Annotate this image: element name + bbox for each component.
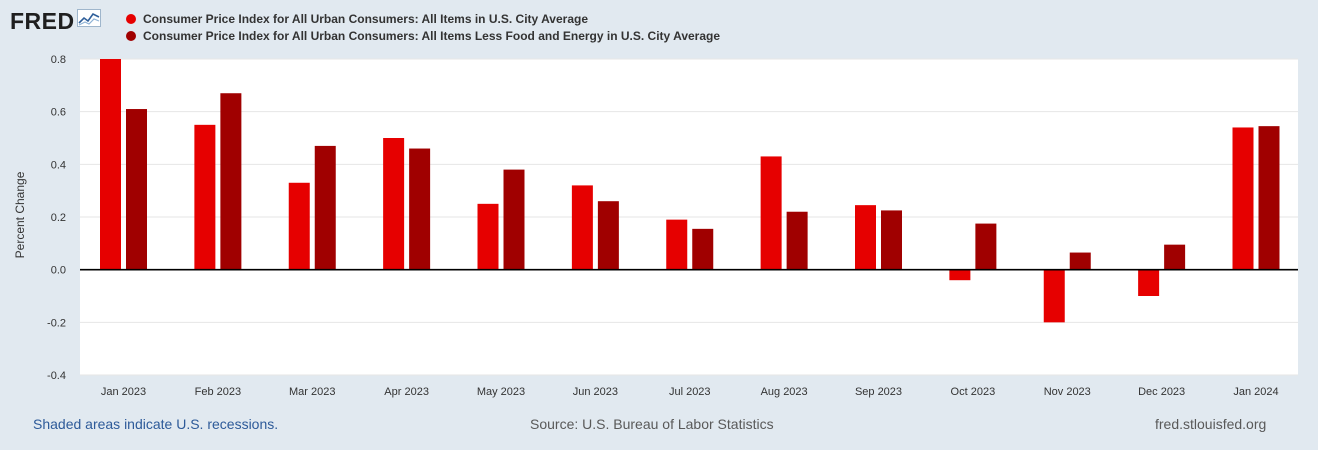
x-tick-label: Mar 2023 — [289, 386, 335, 398]
bar-cpi — [949, 269, 971, 281]
logo-text: FRED — [10, 7, 75, 34]
x-tick-label: Jan 2024 — [1233, 386, 1278, 398]
legend-label: Consumer Price Index for All Urban Consu… — [143, 29, 721, 43]
bar-core-cpi — [1164, 244, 1186, 270]
site-link[interactable]: fred.stlouisfed.org — [1155, 416, 1267, 432]
bar-cpi — [100, 59, 121, 270]
bar-cpi — [1138, 269, 1160, 296]
bar-cpi — [288, 182, 310, 270]
bar-cpi — [666, 219, 688, 270]
x-tick-label: Jul 2023 — [669, 386, 711, 398]
fred-logo[interactable]: FRED — [10, 6, 101, 36]
bar-cpi — [194, 124, 216, 270]
legend-dot-icon — [126, 31, 136, 41]
bar-core-cpi — [1258, 126, 1280, 270]
y-tick-label: 0.6 — [51, 107, 66, 119]
bar-cpi — [571, 185, 593, 270]
x-tick-label: Aug 2023 — [761, 386, 808, 398]
bar-core-cpi — [692, 228, 714, 270]
x-tick-label: Nov 2023 — [1044, 386, 1091, 398]
legend-dot-icon — [126, 14, 136, 24]
y-tick-label: 0.4 — [51, 159, 66, 171]
bars — [100, 59, 1280, 323]
gridlines — [80, 58, 1298, 376]
y-ticks: 0.8 0.6 0.4 0.2 0.0 -0.2 -0.4 — [47, 54, 66, 382]
legend-item-core-cpi[interactable]: Consumer Price Index for All Urban Consu… — [126, 28, 720, 44]
legend-label: Consumer Price Index for All Urban Consu… — [143, 12, 588, 26]
y-tick-label: -0.4 — [47, 370, 66, 382]
source-note: Source: U.S. Bureau of Labor Statistics — [530, 416, 774, 432]
x-tick-label: Dec 2023 — [1138, 386, 1185, 398]
x-tick-label: Jun 2023 — [573, 386, 618, 398]
bar-core-cpi — [126, 109, 147, 270]
recessions-note[interactable]: Shaded areas indicate U.S. recessions. — [33, 416, 279, 432]
bar-core-cpi — [409, 148, 431, 270]
x-tick-label: Sep 2023 — [855, 386, 902, 398]
legend-item-cpi[interactable]: Consumer Price Index for All Urban Consu… — [126, 11, 720, 27]
x-ticks: Jan 2023 Feb 2023 Mar 2023 Apr 2023 May 2023… — [101, 386, 1279, 398]
line-chart-icon — [76, 8, 101, 32]
bar-core-cpi — [786, 211, 808, 270]
bar-core-cpi — [503, 169, 525, 270]
x-tick-label: Jan 2023 — [101, 386, 146, 398]
y-tick-label: 0.0 — [51, 265, 66, 277]
bar-cpi — [1232, 127, 1254, 270]
x-tick-label: Feb 2023 — [195, 386, 241, 398]
x-tick-label: May 2023 — [477, 386, 525, 398]
bar-core-cpi — [314, 145, 336, 270]
bar-core-cpi — [597, 201, 619, 270]
bar-core-cpi — [220, 93, 242, 270]
y-tick-label: 0.8 — [51, 54, 66, 66]
bar-cpi — [383, 138, 405, 270]
bar-cpi — [855, 205, 876, 270]
bar-cpi — [760, 156, 782, 270]
bar-core-cpi — [975, 223, 997, 270]
bar-cpi — [477, 203, 499, 270]
y-tick-label: 0.2 — [51, 212, 66, 224]
x-tick-label: Apr 2023 — [384, 386, 429, 398]
legend: Consumer Price Index for All Urban Consu… — [126, 11, 720, 45]
y-tick-label: -0.2 — [47, 317, 66, 329]
y-axis-label: Percent Change — [13, 171, 27, 258]
bar-core-cpi — [1069, 252, 1091, 270]
bar-core-cpi — [881, 210, 902, 270]
x-tick-label: Oct 2023 — [951, 386, 996, 398]
bar-cpi — [1043, 269, 1065, 323]
